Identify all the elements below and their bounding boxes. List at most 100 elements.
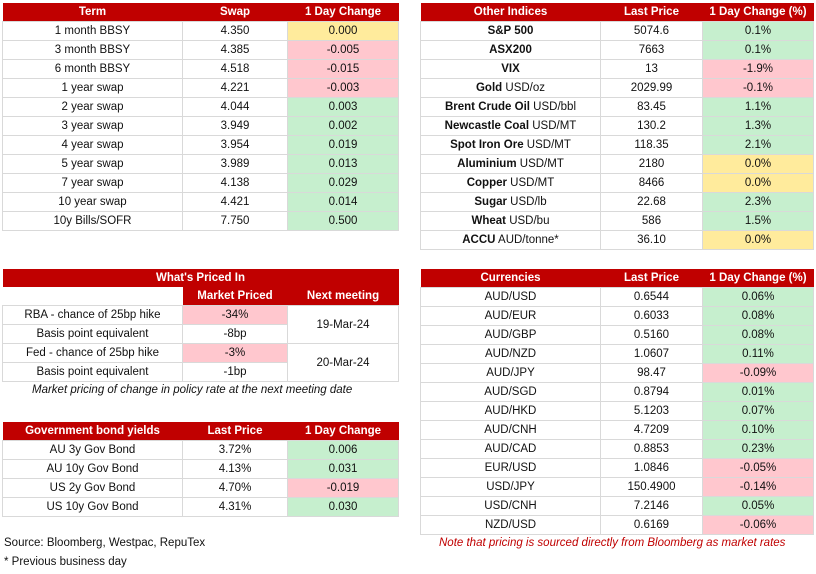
- term-cell: 5 year swap: [2, 154, 183, 174]
- header-currencies: Currencies: [420, 269, 601, 288]
- change-cell: -0.06%: [702, 515, 814, 535]
- table-row: 10 year swap 4.421 0.014: [2, 192, 399, 212]
- table-row: Spot Iron Ore USD/MT 118.35 2.1%: [420, 135, 814, 155]
- table-row: US 2y Gov Bond 4.70% -0.019: [2, 478, 399, 498]
- table-row: 3 year swap 3.949 0.002: [2, 116, 399, 136]
- swap-cell: 4.350: [182, 21, 288, 41]
- swap-cell: 4.221: [182, 78, 288, 98]
- change-cell: 0.031: [287, 459, 399, 479]
- change-cell: -0.005: [287, 40, 399, 60]
- index-name: Copper: [466, 177, 507, 189]
- change-cell: 0.0%: [702, 230, 814, 250]
- swap-cell: 4.421: [182, 192, 288, 212]
- change-cell: 0.10%: [702, 420, 814, 440]
- table-row: 6 month BBSY 4.518 -0.015: [2, 59, 399, 79]
- header-row: Currencies Last Price 1 Day Change (%): [420, 269, 814, 288]
- source-note: Source: Bloomberg, Westpac, RepuTex: [4, 537, 206, 549]
- price-cell: 7663: [600, 40, 703, 60]
- meeting-date: 19-Mar-24: [287, 305, 399, 344]
- priced-label: Fed - chance of 25bp hike: [2, 343, 183, 363]
- table-row: AUD/CAD 0.8853 0.23%: [420, 439, 814, 459]
- pair-cell: AUD/NZD: [420, 344, 601, 364]
- header-row: Other Indices Last Price 1 Day Change (%…: [420, 3, 814, 22]
- priced-value: -1bp: [182, 362, 288, 382]
- header-last-price: Last Price: [182, 422, 288, 441]
- price-cell: 4.70%: [182, 478, 288, 498]
- pair-cell: AUD/USD: [420, 287, 601, 307]
- table-row: NZD/USD 0.6169 -0.06%: [420, 515, 814, 535]
- table-row: US 10y Gov Bond 4.31% 0.030: [2, 497, 399, 517]
- table-row: 5 year swap 3.989 0.013: [2, 154, 399, 174]
- priced-value: -8bp: [182, 324, 288, 344]
- index-name-cell: VIX: [420, 59, 601, 79]
- term-cell: 10y Bills/SOFR: [2, 211, 183, 231]
- term-cell: 3 year swap: [2, 116, 183, 136]
- table-row: EUR/USD 1.0846 -0.05%: [420, 458, 814, 478]
- header-bonds: Government bond yields: [2, 422, 183, 441]
- index-name: Wheat: [471, 215, 507, 227]
- index-name-cell: Spot Iron Ore USD/MT: [420, 135, 601, 155]
- table-row: Copper USD/MT 8466 0.0%: [420, 173, 814, 193]
- header-next-meeting: Next meeting: [287, 287, 399, 306]
- index-name-cell: Brent Crude Oil USD/bbl: [420, 97, 601, 117]
- previous-day-note: * Previous business day: [4, 556, 127, 568]
- priced-value: -3%: [182, 343, 288, 363]
- price-cell: 4.7209: [600, 420, 703, 440]
- change-cell: 0.05%: [702, 496, 814, 516]
- table-row: AUD/CNH 4.7209 0.10%: [420, 420, 814, 440]
- header-last-price: Last Price: [600, 3, 703, 22]
- swap-cell: 3.949: [182, 116, 288, 136]
- price-cell: 83.45: [600, 97, 703, 117]
- table-row: Wheat USD/bu 586 1.5%: [420, 211, 814, 231]
- index-name: Spot Iron Ore: [450, 139, 524, 151]
- table-row: 2 year swap 4.044 0.003: [2, 97, 399, 117]
- index-unit: USD/lb: [510, 196, 547, 208]
- price-cell: 4.13%: [182, 459, 288, 479]
- change-cell: 1.1%: [702, 97, 814, 117]
- price-cell: 0.8853: [600, 439, 703, 459]
- index-unit: USD/MT: [510, 177, 555, 189]
- price-cell: 5.1203: [600, 401, 703, 421]
- index-unit: USD/MT: [532, 120, 577, 132]
- change-cell: 0.014: [287, 192, 399, 212]
- index-name: Gold: [475, 82, 503, 94]
- meeting-date: 20-Mar-24: [287, 343, 399, 382]
- bond-name-cell: US 10y Gov Bond: [2, 497, 183, 517]
- index-name-cell: Gold USD/oz: [420, 78, 601, 98]
- price-cell: 22.68: [600, 192, 703, 212]
- swap-rates-table: Term Swap 1 Day Change 1 month BBSY 4.350…: [2, 3, 399, 231]
- index-unit: USD/bbl: [533, 101, 576, 113]
- change-cell: 2.1%: [702, 135, 814, 155]
- price-cell: 2029.99: [600, 78, 703, 98]
- table-row: AU 3y Gov Bond 3.72% 0.006: [2, 440, 399, 460]
- change-cell: -0.05%: [702, 458, 814, 478]
- table-row: AUD/SGD 0.8794 0.01%: [420, 382, 814, 402]
- pair-cell: AUD/HKD: [420, 401, 601, 421]
- table-row: AU 10y Gov Bond 4.13% 0.031: [2, 459, 399, 479]
- swap-cell: 3.989: [182, 154, 288, 174]
- index-name: Aluminium: [457, 158, 517, 170]
- pair-cell: AUD/SGD: [420, 382, 601, 402]
- change-cell: 2.3%: [702, 192, 814, 212]
- term-cell: 7 year swap: [2, 173, 183, 193]
- index-name: Sugar: [474, 196, 507, 208]
- header-change: 1 Day Change: [287, 422, 399, 441]
- table-row: 3 month BBSY 4.385 -0.005: [2, 40, 399, 60]
- index-name: ACCU: [462, 234, 496, 246]
- index-name-cell: ASX200: [420, 40, 601, 60]
- bond-name-cell: AU 3y Gov Bond: [2, 440, 183, 460]
- change-cell: 0.0%: [702, 173, 814, 193]
- table-row: AUD/NZD 1.0607 0.11%: [420, 344, 814, 364]
- header-swap: Swap: [182, 3, 288, 22]
- pair-cell: AUD/GBP: [420, 325, 601, 345]
- government-bond-yields-table: Government bond yields Last Price 1 Day …: [2, 422, 399, 517]
- table-row: RBA - chance of 25bp hike -34% 19-Mar-24: [2, 305, 399, 344]
- table-row: Newcastle Coal USD/MT 130.2 1.3%: [420, 116, 814, 136]
- change-cell: 0.01%: [702, 382, 814, 402]
- whats-priced-in-table: What's Priced In Market Priced Next meet…: [2, 269, 399, 382]
- term-cell: 2 year swap: [2, 97, 183, 117]
- table-row: 4 year swap 3.954 0.019: [2, 135, 399, 155]
- price-cell: 13: [600, 59, 703, 79]
- pair-cell: USD/CNH: [420, 496, 601, 516]
- priced-label: RBA - chance of 25bp hike: [2, 305, 183, 325]
